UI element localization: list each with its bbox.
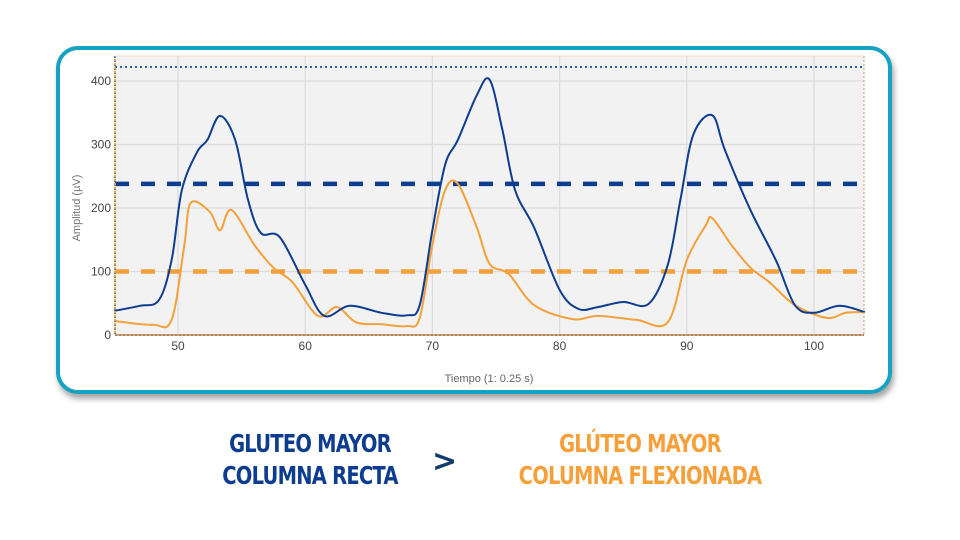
y-axis-ticks: 0 100 200 300 400 bbox=[91, 74, 111, 342]
data-series bbox=[114, 77, 866, 329]
x-tick-label: 80 bbox=[553, 339, 567, 353]
y-tick-label: 0 bbox=[104, 328, 111, 342]
x-tick-label: 70 bbox=[426, 339, 440, 353]
series-columna-recta bbox=[114, 77, 866, 318]
caption-left: GLUTEO MAYOR COLUMNA RECTA bbox=[201, 428, 419, 492]
plot-area bbox=[115, 56, 864, 335]
x-axis-label: Tiempo (1: 0.25 s) bbox=[445, 373, 534, 385]
caption-left-line2: COLUMNA RECTA bbox=[222, 461, 398, 490]
y-tick-label: 300 bbox=[91, 138, 111, 152]
caption-left-line1: GLUTEO MAYOR bbox=[229, 429, 392, 458]
y-tick-label: 200 bbox=[91, 201, 111, 215]
y-axis-label: Amplitud (µV) bbox=[71, 175, 83, 242]
x-tick-label: 100 bbox=[804, 339, 824, 353]
y-tick-label: 400 bbox=[91, 74, 111, 88]
x-tick-label: 50 bbox=[171, 339, 185, 353]
caption-right: GLÚTEO MAYOR COLUMNA FLEXIONADA bbox=[500, 428, 781, 492]
series-columna-flexionada bbox=[114, 179, 865, 329]
greater-than-symbol: > bbox=[432, 444, 458, 479]
x-axis-ticks: 50 60 70 80 90 100 bbox=[171, 339, 824, 353]
y-tick-label: 100 bbox=[91, 265, 111, 279]
plot-frame bbox=[114, 55, 865, 336]
x-tick-label: 90 bbox=[680, 339, 694, 353]
caption-right-line2: COLUMNA FLEXIONADA bbox=[518, 461, 762, 490]
x-tick-label: 60 bbox=[299, 339, 313, 353]
caption-right-line1: GLÚTEO MAYOR bbox=[559, 429, 722, 458]
